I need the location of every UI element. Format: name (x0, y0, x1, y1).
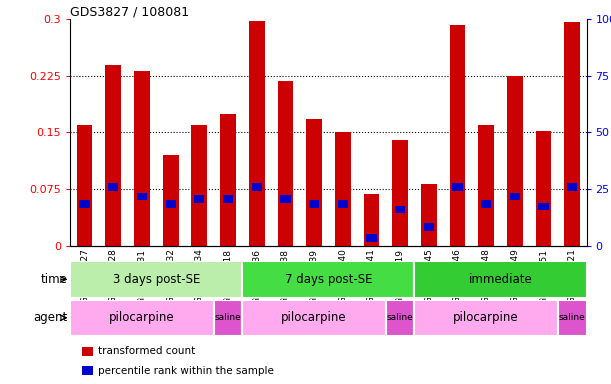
Text: pilocarpine: pilocarpine (109, 311, 175, 324)
Bar (414, 300, 558, 336)
Bar (538, 203, 549, 210)
Text: pilocarpine: pilocarpine (453, 311, 519, 324)
Bar (306, 119, 322, 246)
Bar (565, 22, 580, 246)
Bar (423, 223, 434, 231)
Bar (364, 194, 379, 246)
Bar (214, 300, 243, 336)
Bar (452, 183, 463, 190)
Bar (137, 193, 147, 200)
Text: saline: saline (214, 313, 241, 322)
Bar (392, 140, 408, 246)
Bar (252, 183, 262, 190)
Text: percentile rank within the sample: percentile rank within the sample (98, 366, 274, 376)
Bar (243, 261, 414, 298)
Bar (386, 300, 414, 336)
Bar (414, 261, 587, 298)
Text: saline: saline (559, 313, 585, 322)
Bar (536, 131, 551, 246)
Bar (567, 183, 577, 190)
Text: 7 days post-SE: 7 days post-SE (285, 273, 372, 286)
Bar (166, 200, 176, 208)
Bar (70, 300, 214, 336)
Bar (309, 200, 319, 208)
Bar (507, 76, 523, 246)
Text: pilocarpine: pilocarpine (281, 311, 347, 324)
Bar (478, 125, 494, 246)
Text: 3 days post-SE: 3 days post-SE (112, 273, 200, 286)
Text: time: time (40, 273, 67, 286)
Bar (79, 200, 90, 208)
Bar (280, 195, 290, 203)
Bar (395, 206, 405, 213)
Bar (134, 71, 150, 246)
Bar (558, 300, 587, 336)
Bar (194, 195, 205, 203)
Bar (223, 195, 233, 203)
Bar (249, 21, 265, 246)
Bar (163, 155, 178, 246)
Bar (510, 193, 520, 200)
Bar (77, 125, 92, 246)
Bar (335, 132, 351, 246)
Bar (450, 25, 466, 246)
Bar (277, 81, 293, 246)
Bar (220, 114, 236, 246)
Text: immediate: immediate (469, 273, 532, 286)
Bar (243, 300, 386, 336)
Bar (106, 65, 121, 246)
Text: agent: agent (33, 311, 67, 324)
Bar (338, 200, 348, 208)
Bar (191, 125, 207, 246)
Bar (421, 184, 437, 246)
Text: GDS3827 / 108081: GDS3827 / 108081 (70, 5, 189, 18)
Bar (481, 200, 491, 208)
Bar (70, 261, 243, 298)
Text: transformed count: transformed count (98, 346, 196, 356)
Bar (108, 183, 119, 190)
Text: saline: saline (387, 313, 414, 322)
Bar (367, 234, 376, 242)
